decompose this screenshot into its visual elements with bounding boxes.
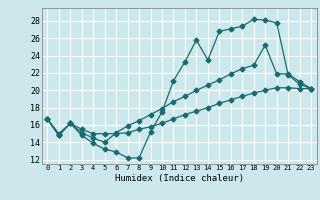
X-axis label: Humidex (Indice chaleur): Humidex (Indice chaleur) (115, 174, 244, 183)
